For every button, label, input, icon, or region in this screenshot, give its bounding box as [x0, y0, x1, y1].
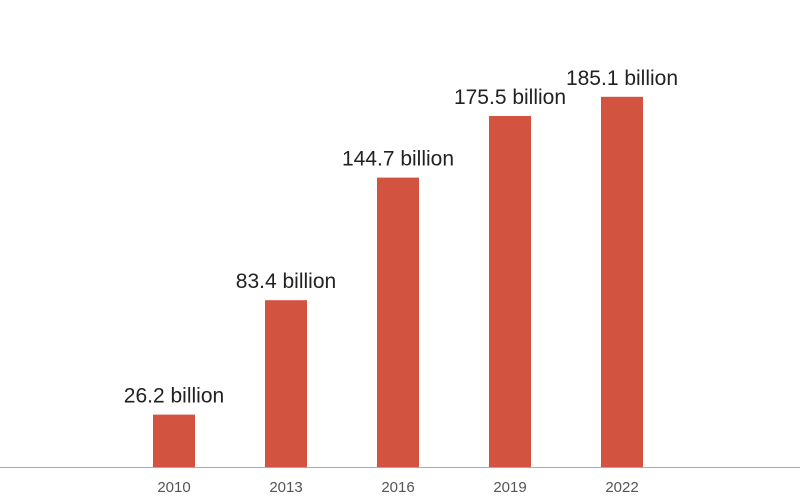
data-label-2013: 83.4 billion [236, 270, 336, 293]
bar-2016 [377, 177, 419, 467]
x-tick-label-2010: 2010 [157, 479, 190, 493]
data-label-2010: 26.2 billion [124, 385, 224, 408]
x-tick-label-2019: 2019 [493, 479, 526, 493]
data-label-2019: 175.5 billion [454, 86, 566, 109]
bar-2019 [489, 116, 531, 467]
x-tick-label-2013: 2013 [269, 479, 302, 493]
data-label-2016: 144.7 billion [342, 148, 454, 171]
x-tick-labels-group: 2010 2013 2016 2019 2022 [157, 479, 638, 496]
bars-group [153, 96, 643, 468]
bar-2013 [265, 300, 307, 467]
x-tick-label-2022: 2022 [605, 479, 638, 493]
x-tick-label-2016: 2016 [381, 479, 414, 493]
bar-2010 [153, 414, 195, 467]
data-label-2022: 185.1 billion [566, 67, 678, 90]
data-labels-group: 26.2 billion 83.4 billion 144.7 billion 175… [124, 67, 678, 408]
bar-2022 [601, 96, 643, 468]
